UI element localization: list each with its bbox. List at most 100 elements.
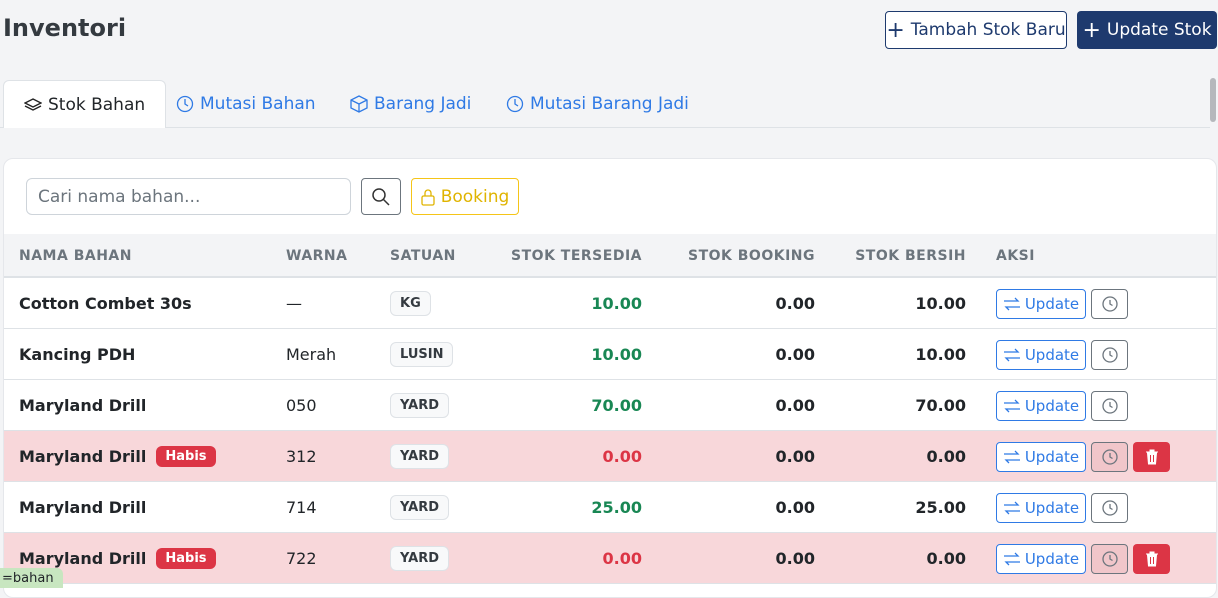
update-button[interactable]: Update xyxy=(996,442,1086,472)
button-label: Booking xyxy=(440,186,510,207)
history-button[interactable] xyxy=(1091,340,1128,370)
unit-badge: YARD xyxy=(390,444,450,469)
name-text: Maryland Drill xyxy=(19,447,147,466)
icon xyxy=(1101,296,1118,312)
booking-stock: 0.00 xyxy=(775,345,815,364)
color-cell: 312 xyxy=(286,447,317,466)
icon xyxy=(1003,501,1020,515)
button-label: Update xyxy=(1024,346,1080,364)
material-name: Kancing PDH xyxy=(19,329,135,380)
delete-button[interactable] xyxy=(1133,544,1170,574)
name-text: Maryland Drill xyxy=(19,498,147,517)
unit-badge: YARD xyxy=(390,495,450,520)
available-stock: 25.00 xyxy=(591,498,642,517)
icon xyxy=(1003,552,1020,566)
available-stock: 70.00 xyxy=(591,396,642,415)
column-header: WARNA xyxy=(286,248,348,264)
debug-tag: =bahan xyxy=(0,568,63,588)
icon xyxy=(1003,450,1020,464)
unit-badge: YARD xyxy=(390,393,450,418)
tab-icon xyxy=(350,95,368,113)
icon xyxy=(24,97,42,111)
unit-cell: YARD xyxy=(390,533,450,584)
page-title: Inventori xyxy=(3,14,127,42)
color-cell: 722 xyxy=(286,549,317,568)
material-name: Maryland Drill Habis xyxy=(19,533,216,584)
add-stock-button[interactable]: + Tambah Stok Baru xyxy=(885,11,1067,49)
button-label: Update xyxy=(1024,397,1080,415)
scrollbar xyxy=(1210,78,1216,122)
booking-button[interactable]: Booking xyxy=(411,178,519,215)
button-label: Update xyxy=(1024,499,1080,517)
search-button[interactable] xyxy=(361,178,401,215)
button-label: Update xyxy=(1024,448,1080,466)
update-button[interactable]: Update xyxy=(996,544,1086,574)
net-stock: 25.00 xyxy=(915,498,966,517)
material-name: Maryland Drill xyxy=(19,380,146,431)
history-button[interactable] xyxy=(1091,442,1128,472)
delete-button[interactable] xyxy=(1133,442,1170,472)
color-cell: 050 xyxy=(286,396,317,415)
history-button[interactable] xyxy=(1091,493,1128,523)
icon xyxy=(1101,398,1118,414)
icon xyxy=(350,95,368,113)
icon xyxy=(1145,449,1158,465)
name-text: Maryland Drill xyxy=(19,549,147,568)
material-name: Maryland Drill xyxy=(19,482,146,533)
icon xyxy=(1101,449,1118,465)
tab[interactable]: Barang Jadi xyxy=(330,80,491,128)
unit-cell: YARD xyxy=(390,431,450,482)
update-button[interactable]: Update xyxy=(996,289,1086,319)
unit-badge: YARD xyxy=(390,546,450,571)
unit-cell: LUSIN xyxy=(390,329,454,380)
history-button[interactable] xyxy=(1091,391,1128,421)
tab[interactable]: Stok Bahan xyxy=(3,80,167,128)
update-button[interactable]: Update xyxy=(996,340,1086,370)
column-header: STOK TERSEDIA xyxy=(511,248,642,264)
icon xyxy=(506,95,524,113)
tab[interactable]: Mutasi Bahan xyxy=(156,80,336,128)
button-label: Update Stok xyxy=(1106,20,1212,40)
booking-stock: 0.00 xyxy=(775,447,815,466)
badge: Habis xyxy=(156,548,216,569)
unit-badge: KG xyxy=(390,291,431,316)
material-name: Cotton Combet 30s xyxy=(19,278,192,329)
update-stock-button[interactable]: + Update Stok xyxy=(1077,11,1217,49)
update-button[interactable]: Update xyxy=(996,391,1086,421)
unit-cell: YARD xyxy=(390,482,450,533)
swap-icon xyxy=(1003,399,1021,413)
available-stock: 10.00 xyxy=(591,345,642,364)
net-stock: 0.00 xyxy=(926,549,966,568)
tab[interactable]: Mutasi Barang Jadi xyxy=(486,80,709,128)
swap-icon xyxy=(1003,450,1021,464)
icon xyxy=(1003,399,1020,413)
column-header: NAMA BAHAN xyxy=(19,248,132,264)
button-label: Update xyxy=(1024,550,1080,568)
table-header xyxy=(4,234,1216,278)
available-stock: 0.00 xyxy=(602,549,642,568)
swap-icon xyxy=(1003,501,1021,515)
button-label: Update xyxy=(1024,295,1080,313)
search-input[interactable]: Cari nama bahan... xyxy=(26,178,351,215)
button-label: Tambah Stok Baru xyxy=(910,20,1066,40)
tab-icon xyxy=(506,95,524,113)
placeholder: Cari nama bahan... xyxy=(38,186,201,207)
name-text: Cotton Combet 30s xyxy=(19,294,192,313)
icon xyxy=(1101,551,1118,567)
available-stock: 10.00 xyxy=(591,294,642,313)
tab-icon xyxy=(176,95,194,113)
tab-label: Stok Bahan xyxy=(48,94,146,115)
history-button[interactable] xyxy=(1091,289,1128,319)
tab-label: Barang Jadi xyxy=(374,94,472,114)
net-stock: 10.00 xyxy=(915,345,966,364)
swap-icon xyxy=(1003,552,1021,566)
update-button[interactable]: Update xyxy=(996,493,1086,523)
history-button[interactable] xyxy=(1091,544,1128,574)
icon xyxy=(1003,348,1020,362)
net-stock: 10.00 xyxy=(915,294,966,313)
unit-cell: YARD xyxy=(390,380,450,431)
unit-cell: KG xyxy=(390,278,431,329)
booking-stock: 0.00 xyxy=(775,549,815,568)
color-cell: Merah xyxy=(286,345,337,364)
icon xyxy=(1101,347,1118,363)
